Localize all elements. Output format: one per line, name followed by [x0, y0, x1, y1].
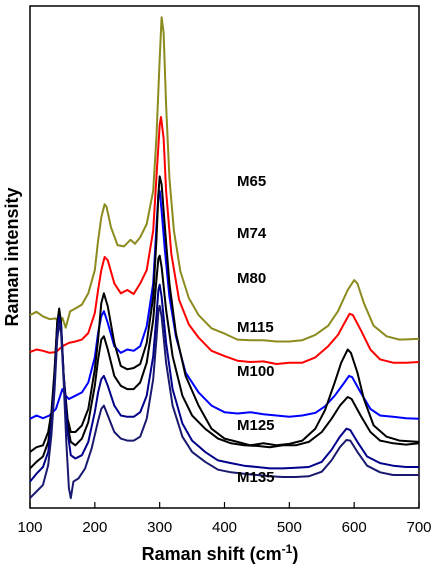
x-tick-label: 200 — [82, 519, 107, 536]
x-tick-label: 100 — [17, 519, 42, 536]
x-tick-label: 700 — [406, 519, 431, 536]
x-tick-label: 300 — [147, 519, 172, 536]
series-label-m100: M100 — [237, 363, 275, 380]
series-label-m135: M135 — [237, 469, 275, 486]
x-tick-label: 400 — [212, 519, 237, 536]
spectrum-line-m80 — [29, 189, 420, 420]
x-axis-ticks: 100 200 300 400 500 600 700 — [17, 502, 432, 536]
x-tick-label: 600 — [342, 519, 367, 536]
series-label-m80: M80 — [237, 270, 266, 287]
x-axis-title: Raman shift (cm-1) — [142, 542, 299, 564]
plot-frame — [29, 5, 420, 509]
spectrum-line-m74 — [29, 116, 420, 365]
spectrum-line-m65 — [29, 16, 420, 343]
spectra-group — [29, 16, 420, 500]
spectrum-line-m100 — [29, 254, 420, 470]
spectrum-line-m135 — [29, 304, 419, 500]
x-axis-title-superscript: -1 — [282, 542, 293, 556]
x-axis-title-close: ) — [292, 544, 298, 564]
series-label-m65: M65 — [237, 173, 266, 190]
series-label-m115: M115 — [237, 319, 274, 336]
x-tick-label: 500 — [277, 519, 302, 536]
y-axis-title: Raman intensity — [2, 187, 22, 326]
series-label-m74: M74 — [237, 225, 267, 242]
series-label-m125: M125 — [237, 417, 275, 434]
spectrum-line-m115 — [29, 175, 420, 453]
series-labels: M65 M74 M80 M115 M100 M125 M135 — [237, 173, 275, 486]
